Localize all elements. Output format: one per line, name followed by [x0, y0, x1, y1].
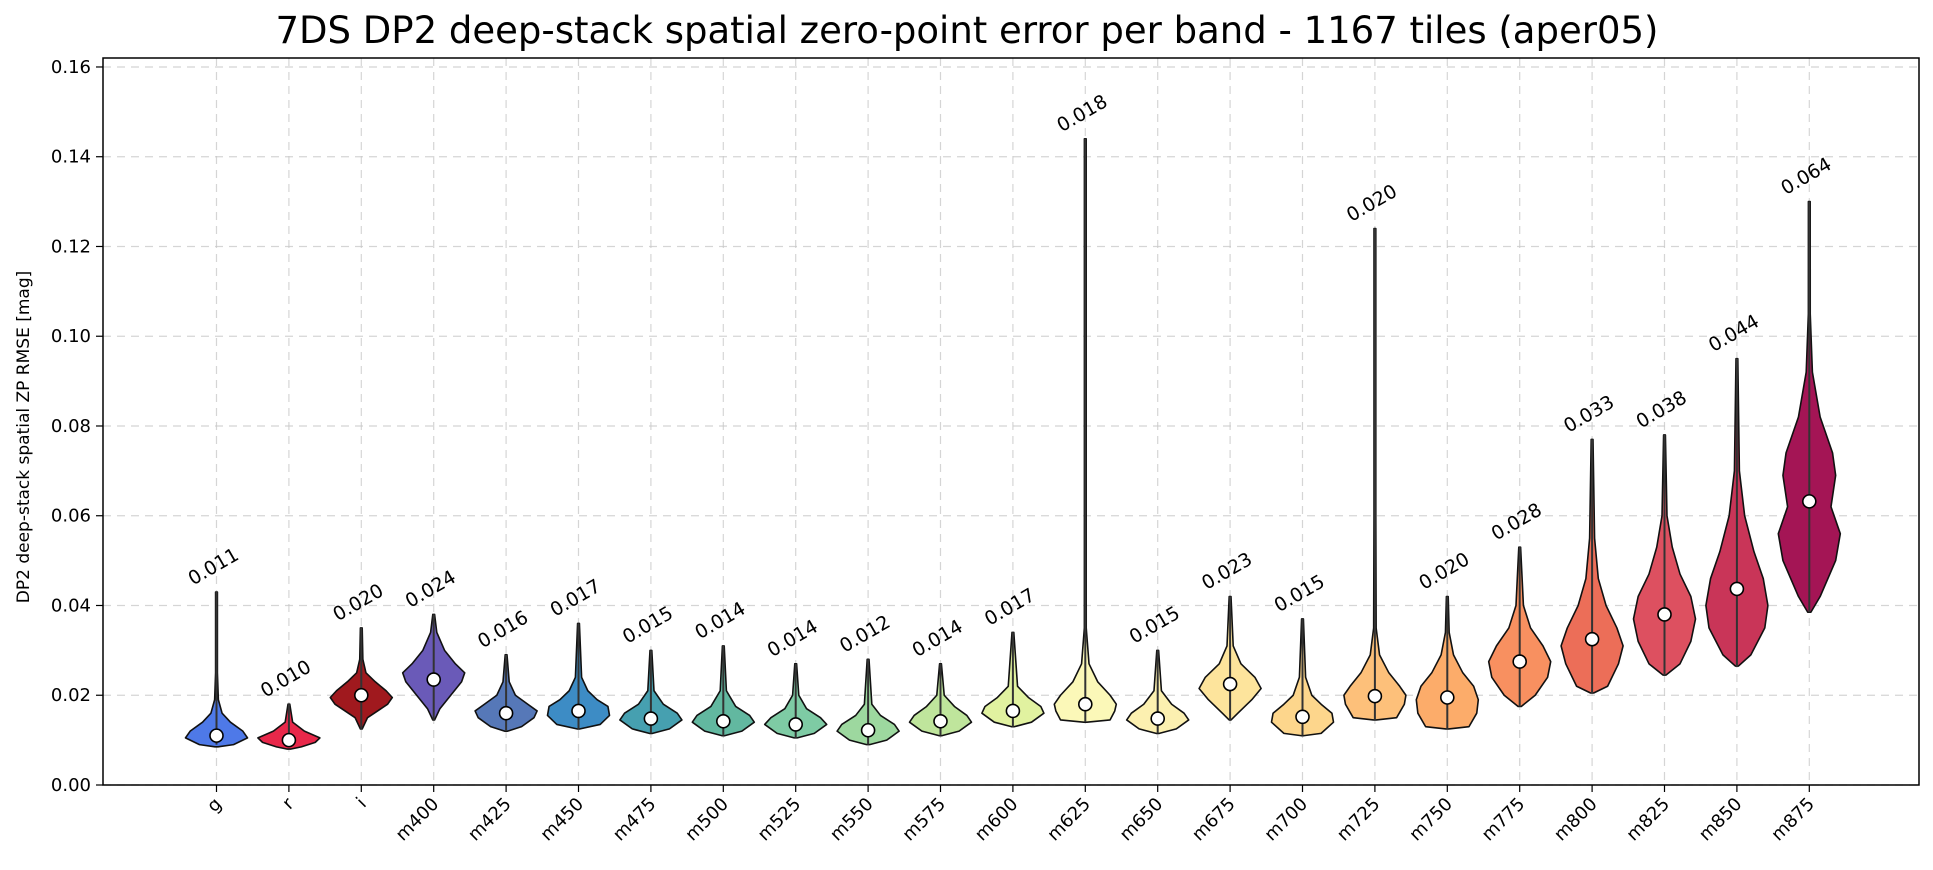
median-marker [1367, 688, 1383, 704]
median-marker [1150, 711, 1165, 726]
x-tick-label: m400 [392, 794, 444, 846]
value-label: 0.044 [1705, 310, 1763, 356]
x-tick-label: m875 [1767, 794, 1819, 846]
median-marker [1584, 631, 1600, 647]
x-tick-label: m550 [826, 794, 878, 846]
value-label: 0.018 [1053, 90, 1111, 136]
value-label: 0.020 [1343, 180, 1401, 226]
value-label: 0.016 [474, 607, 532, 653]
y-tick-label: 0.02 [51, 685, 91, 706]
violin-layer [184, 137, 1842, 750]
median-marker [715, 713, 731, 729]
x-tick-label: m525 [754, 794, 806, 846]
value-label: 0.011 [184, 544, 242, 590]
x-tick-label: m825 [1622, 794, 1674, 846]
value-label: 0.020 [1415, 548, 1473, 594]
chart-title: 7DS DP2 deep-stack spatial zero-point er… [276, 9, 1659, 52]
value-label: 0.023 [1198, 548, 1256, 594]
x-tick-label: m775 [1478, 794, 1530, 846]
y-tick-label: 0.12 [51, 236, 91, 257]
x-tick-label: m450 [536, 794, 588, 846]
value-label: 0.015 [1270, 571, 1328, 617]
median-marker [498, 705, 514, 721]
value-label: 0.014 [764, 616, 822, 662]
value-label: 0.012 [836, 611, 894, 657]
value-label: 0.017 [981, 584, 1039, 630]
median-marker [426, 672, 442, 687]
median-marker [643, 711, 659, 726]
plot-frame [102, 57, 1920, 786]
x-tick-label: m600 [971, 794, 1023, 846]
value-label: 0.020 [329, 580, 387, 626]
median-marker [860, 722, 876, 738]
median-marker [1005, 703, 1021, 719]
x-tick-label: m500 [681, 794, 733, 846]
value-label: 0.033 [1560, 391, 1618, 437]
median-marker [1440, 690, 1455, 705]
x-tick-label: r [278, 793, 299, 814]
value-label: 0.014 [691, 598, 749, 644]
value-label: 0.015 [619, 602, 677, 648]
median-marker [571, 703, 586, 719]
y-axis-label: DP2 deep-stack spatial ZP RMSE [mag] [14, 271, 34, 603]
median-marker [933, 713, 948, 729]
x-tick-label: m750 [1405, 794, 1457, 846]
x-tick-label: m700 [1260, 794, 1312, 846]
x-tick-label: m575 [898, 794, 950, 846]
median-marker [1222, 676, 1238, 692]
y-tick-label: 0.06 [51, 506, 91, 527]
x-tick-label: m675 [1188, 794, 1240, 846]
x-tick-label: g [203, 794, 226, 817]
x-tick-label: m475 [609, 794, 661, 846]
value-label: 0.014 [908, 616, 966, 662]
median-marker [788, 717, 804, 732]
y-tick-label: 0.00 [51, 775, 91, 796]
median-marker [209, 728, 224, 743]
x-tick-label: m625 [1043, 794, 1095, 846]
x-tick-label: m425 [464, 794, 516, 846]
y-tick-label: 0.14 [51, 147, 91, 168]
value-label: 0.064 [1777, 153, 1835, 199]
y-tick-label: 0.04 [51, 595, 91, 616]
value-label: 0.015 [1126, 602, 1184, 648]
value-label: 0.017 [546, 575, 604, 621]
median-marker [1802, 494, 1817, 509]
y-tick-label: 0.08 [51, 416, 91, 437]
median-marker [1078, 696, 1093, 712]
median-marker [1729, 581, 1745, 597]
median-marker [281, 732, 297, 748]
x-tick-label: m850 [1695, 794, 1747, 846]
median-marker [353, 687, 369, 703]
median-marker [1295, 709, 1310, 725]
x-tick-label: i [352, 794, 370, 812]
y-tick-label: 0.10 [51, 326, 91, 347]
x-tick-label: m650 [1116, 794, 1168, 846]
y-tick-label: 0.16 [51, 57, 91, 78]
value-label: 0.028 [1488, 499, 1546, 545]
median-marker [1512, 654, 1527, 669]
median-marker [1657, 607, 1672, 622]
x-tick-label: m800 [1550, 794, 1602, 846]
x-tick-label: m725 [1333, 794, 1385, 846]
